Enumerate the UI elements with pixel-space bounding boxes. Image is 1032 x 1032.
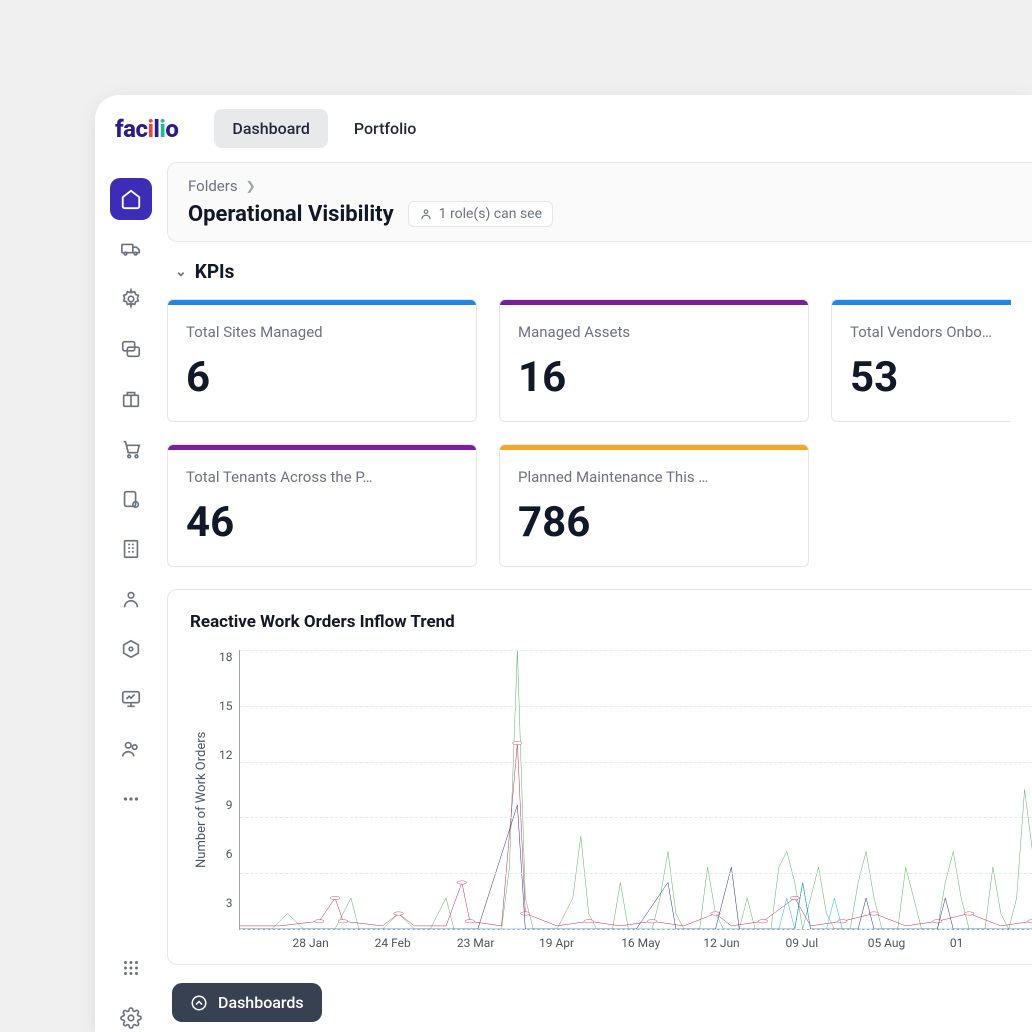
chart-plot	[239, 650, 1032, 930]
x-tick: 05 Aug	[868, 936, 950, 950]
kpi-card[interactable]: Managed Assets 16	[499, 299, 809, 422]
chart-area: Number of Work Orders 18 15 12 9 6 3 28 Jan24…	[190, 650, 1032, 950]
breadcrumb: Folders ❯	[188, 177, 1012, 195]
sidebar-clipboard-icon[interactable]	[110, 478, 152, 520]
sidebar-cart-icon[interactable]	[110, 428, 152, 470]
x-tick: 01	[950, 936, 1032, 950]
chart-series-cyan	[240, 883, 1032, 930]
topnav-tabs: Dashboard Portfolio	[214, 109, 434, 148]
sidebar-building-icon[interactable]	[110, 528, 152, 570]
kpi-value: 786	[518, 502, 790, 544]
x-tick: 12 Jun	[703, 936, 785, 950]
chart-card: Reactive Work Orders Inflow Trend Number…	[167, 589, 1032, 965]
topbar: facilio Dashboard Portfolio	[95, 95, 1032, 162]
sidebar-truck-icon[interactable]	[110, 228, 152, 270]
sidebar-box-icon[interactable]	[110, 378, 152, 420]
x-tick: 16 May	[621, 936, 703, 950]
chart-x-ticks: 28 Jan24 Feb23 Mar19 Apr16 May12 Jun09 J…	[293, 936, 1032, 950]
y-tick: 3	[219, 896, 233, 910]
kpi-grid: Total Sites Managed 6 Managed Assets 16 Tota…	[167, 299, 1032, 567]
kpi-card[interactable]: Total Tenants Across the P… 46	[167, 444, 477, 567]
x-tick: 23 Mar	[457, 936, 539, 950]
y-tick: 12	[219, 748, 233, 762]
sidebar-more-icon[interactable]	[110, 778, 152, 820]
y-tick: 15	[219, 699, 233, 713]
kpi-card[interactable]: Total Sites Managed 6	[167, 299, 477, 422]
page-title: Operational Visibility	[188, 202, 394, 227]
sidebar	[95, 162, 167, 1032]
sidebar-settings-icon[interactable]	[110, 997, 152, 1032]
x-tick: 24 Feb	[375, 936, 457, 950]
y-tick: 6	[219, 847, 233, 861]
sidebar-apps-icon[interactable]	[110, 947, 152, 989]
main-content: Folders ❯ Operational Visibility 1 role(…	[167, 162, 1032, 1032]
dashboards-float-label: Dashboards	[218, 993, 304, 1012]
sidebar-hex-icon[interactable]	[110, 628, 152, 670]
kpis-section-header[interactable]: ⌄ KPIs	[175, 260, 1032, 283]
kpi-value: 46	[186, 502, 458, 544]
kpi-value: 6	[186, 357, 458, 399]
app-window: facilio Dashboard Portfolio	[95, 95, 1032, 1032]
roles-badge[interactable]: 1 role(s) can see	[408, 201, 553, 227]
kpi-label: Planned Maintenance This …	[518, 468, 790, 486]
sidebar-users-icon[interactable]	[110, 728, 152, 770]
x-tick: 19 Apr	[539, 936, 621, 950]
kpi-label: Total Tenants Across the P…	[186, 468, 458, 486]
breadcrumb-bar: Folders ❯ Operational Visibility 1 role(…	[167, 162, 1032, 242]
kpi-value: 16	[518, 357, 790, 399]
brand-logo: facilio	[115, 115, 178, 143]
chart-title: Reactive Work Orders Inflow Trend	[190, 612, 1032, 632]
kpi-value: 53	[850, 357, 993, 399]
breadcrumb-parent[interactable]: Folders	[188, 177, 238, 195]
roles-label: 1 role(s) can see	[439, 206, 542, 222]
chart-series-green	[240, 650, 1032, 929]
sidebar-home-icon[interactable]	[110, 178, 152, 220]
dashboards-float-button[interactable]: Dashboards	[172, 983, 322, 1022]
kpis-title: KPIs	[195, 260, 235, 283]
tab-portfolio[interactable]: Portfolio	[336, 109, 435, 148]
y-tick: 9	[219, 798, 233, 812]
chart-y-axis-label: Number of Work Orders	[190, 650, 213, 950]
chart-series-navy	[240, 805, 1032, 929]
kpi-label: Managed Assets	[518, 323, 790, 341]
kpi-label: Total Vendors Onboarded	[850, 323, 993, 341]
chart-y-ticks: 18 15 12 9 6 3	[213, 650, 239, 910]
body: Folders ❯ Operational Visibility 1 role(…	[95, 162, 1032, 1032]
chevron-right-icon: ❯	[246, 179, 256, 193]
sidebar-monitor-icon[interactable]	[110, 678, 152, 720]
kpi-label: Total Sites Managed	[186, 323, 458, 341]
y-tick: 18	[219, 650, 233, 664]
x-tick: 28 Jan	[293, 936, 375, 950]
chevron-up-circle-icon	[190, 994, 208, 1012]
chevron-down-icon: ⌄	[175, 264, 187, 280]
x-tick: 09 Jul	[786, 936, 868, 950]
sidebar-chat-icon[interactable]	[110, 328, 152, 370]
kpi-card[interactable]: Planned Maintenance This … 786	[499, 444, 809, 567]
tab-dashboard[interactable]: Dashboard	[214, 109, 327, 148]
user-icon	[419, 207, 433, 221]
kpi-card[interactable]: Total Vendors Onboarded 53	[831, 299, 1011, 422]
sidebar-person-icon[interactable]	[110, 578, 152, 620]
sidebar-gear-icon[interactable]	[110, 278, 152, 320]
